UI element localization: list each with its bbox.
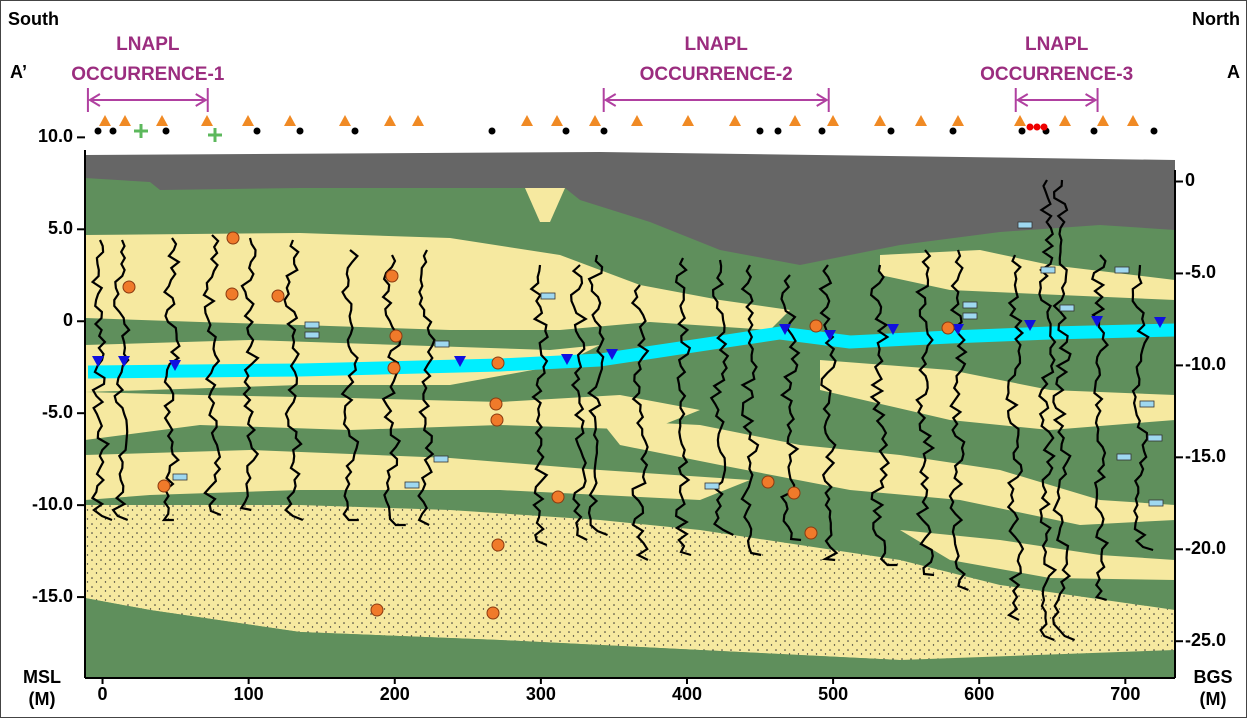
x-tick-label: 100 (234, 684, 264, 704)
sample (1018, 222, 1032, 228)
sample (405, 482, 419, 488)
dot-marker (1091, 128, 1098, 135)
sample (173, 474, 187, 480)
sample (305, 322, 319, 328)
x-tick-label: 600 (964, 684, 994, 704)
x-tick-label: 700 (1110, 684, 1140, 704)
y-axis-label: MSL (23, 667, 61, 687)
geology (85, 152, 1175, 678)
occurrence-label: OCCURRENCE-3 (980, 64, 1133, 85)
dot-marker (1027, 124, 1034, 131)
dot-marker (888, 128, 895, 135)
shell (272, 290, 284, 302)
shell (371, 604, 383, 616)
y-tick-label: -10.0 (32, 494, 73, 514)
dot-marker (1034, 124, 1041, 131)
y2-tick-label: -25.0 (1185, 630, 1226, 650)
dot-marker (563, 128, 570, 135)
dot-marker (352, 128, 359, 135)
dot-marker (163, 128, 170, 135)
shell (762, 476, 774, 488)
dot-marker (1151, 128, 1158, 135)
shell (123, 281, 135, 293)
dot-marker (775, 128, 782, 135)
x-tick-label: 0 (98, 684, 108, 704)
dot-marker (1041, 124, 1048, 131)
shell (492, 539, 504, 551)
y2-axis-label: BGS (1193, 667, 1232, 687)
sample (1060, 305, 1074, 311)
dot-marker (489, 128, 496, 135)
shell (227, 232, 239, 244)
sample (1140, 401, 1154, 407)
shell (386, 270, 398, 282)
y-tick-label: -15.0 (32, 586, 73, 606)
sample (541, 293, 555, 299)
shell (487, 607, 499, 619)
sample (1117, 454, 1131, 460)
dot-marker (950, 128, 957, 135)
sample (434, 456, 448, 462)
sample (305, 332, 319, 338)
y2-axis-label: (M) (1200, 689, 1227, 709)
dot-marker (254, 128, 261, 135)
y2-tick-label: -5.0 (1185, 262, 1216, 282)
dot-marker (1019, 128, 1026, 135)
y-tick-label: 0 (63, 310, 73, 330)
x-tick-label: 300 (526, 684, 556, 704)
sample (1115, 267, 1129, 273)
shell (552, 491, 564, 503)
y2-tick-label: 0 (1185, 170, 1195, 190)
shell (805, 527, 817, 539)
occurrence-label: LNAPL (685, 34, 749, 55)
dot-marker (601, 128, 608, 135)
shell (788, 487, 800, 499)
sample (963, 302, 977, 308)
occurrence-label: OCCURRENCE-1 (71, 64, 225, 85)
shell (390, 330, 402, 342)
y-tick-label: -5.0 (42, 402, 73, 422)
y-axis-label: (M) (29, 689, 56, 709)
sample (1149, 500, 1163, 506)
shell (491, 414, 503, 426)
y-tick-label: 10.0 (38, 126, 73, 146)
shell (490, 398, 502, 410)
right-label: North (1192, 9, 1240, 29)
dot-marker (297, 128, 304, 135)
dot-marker (819, 128, 826, 135)
dot-marker (757, 128, 764, 135)
sample (705, 483, 719, 489)
shell (158, 480, 170, 492)
shell (810, 320, 822, 332)
dot-marker (110, 128, 117, 135)
y2-tick-label: -10.0 (1185, 354, 1226, 374)
y2-tick-label: -15.0 (1185, 446, 1226, 466)
left-section: A’ (10, 62, 27, 82)
left-label: South (8, 9, 59, 29)
x-tick-label: 200 (380, 684, 410, 704)
sample (963, 313, 977, 319)
x-tick-label: 400 (672, 684, 702, 704)
y-tick-label: 5.0 (48, 218, 73, 238)
shell (226, 288, 238, 300)
occurrence-label: LNAPL (116, 34, 180, 55)
x-tick-label: 500 (818, 684, 848, 704)
shell (492, 357, 504, 369)
y2-tick-label: -20.0 (1185, 538, 1226, 558)
occurrence-label: OCCURRENCE-2 (640, 64, 793, 85)
right-section: A (1227, 62, 1240, 82)
shell (942, 322, 954, 334)
dot-marker (95, 128, 102, 135)
sample (435, 341, 449, 347)
cross-section: South North A’ A MSL (M) BGS (M) 10.0 5.0… (0, 0, 1247, 718)
occurrence-label: LNAPL (1025, 34, 1089, 55)
shell (388, 362, 400, 374)
sample (1148, 435, 1162, 441)
sample (1041, 267, 1055, 273)
